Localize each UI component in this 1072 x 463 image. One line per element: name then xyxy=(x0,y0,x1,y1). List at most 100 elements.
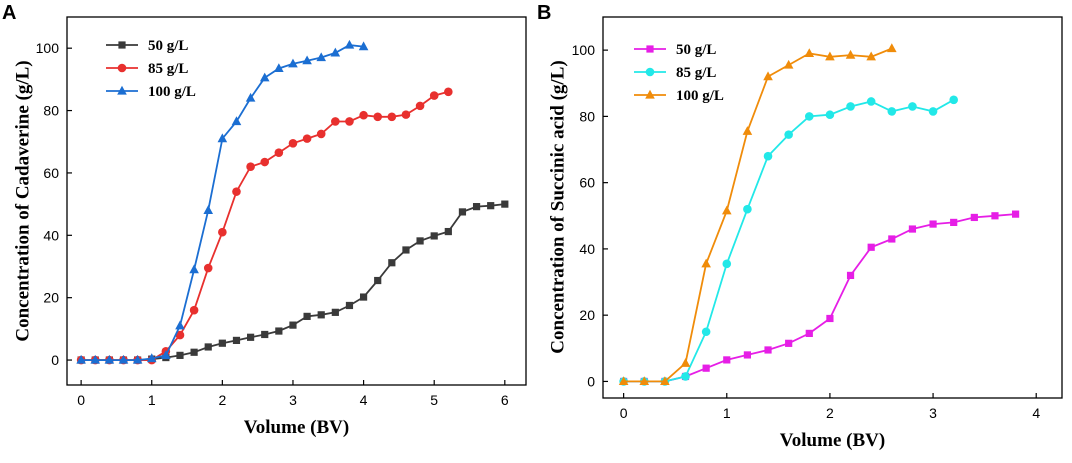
data-point xyxy=(373,112,383,122)
data-point xyxy=(231,116,242,126)
x-axis-title-b: Volume (BV) xyxy=(780,430,885,451)
data-point xyxy=(908,102,917,111)
panel-letter-b: B xyxy=(537,2,551,24)
data-point xyxy=(721,205,732,215)
y-tick-label-b: 60 xyxy=(579,175,595,191)
data-point xyxy=(743,351,752,359)
data-point xyxy=(204,343,212,351)
data-point xyxy=(430,232,438,240)
data-point xyxy=(146,353,157,363)
data-point xyxy=(929,220,937,228)
y-tick-label-b: 40 xyxy=(579,241,595,257)
legend-label: 85 g/L xyxy=(148,61,188,77)
x-tick-label-a: 0 xyxy=(77,392,85,408)
y-tick-label-a: 60 xyxy=(43,165,59,181)
data-point xyxy=(845,49,856,59)
data-point xyxy=(90,354,101,364)
data-point xyxy=(387,112,397,122)
x-tick-label-b: 2 xyxy=(826,405,834,421)
legend-marker xyxy=(118,41,126,49)
y-tick-label-a: 80 xyxy=(43,103,59,119)
legend-label: 100 g/L xyxy=(676,88,724,104)
plot-frame-a xyxy=(66,16,527,386)
data-point xyxy=(261,330,269,339)
data-point xyxy=(316,52,327,62)
data-point xyxy=(416,237,424,245)
series-line xyxy=(623,99,955,383)
data-point xyxy=(374,276,382,285)
series-a-3 xyxy=(76,39,369,364)
legend-marker xyxy=(117,63,127,73)
data-point xyxy=(501,200,509,208)
x-tick-label-a: 4 xyxy=(360,392,368,408)
x-tick-label-a: 6 xyxy=(501,392,509,408)
data-point xyxy=(783,59,794,69)
panel-letter-a: A xyxy=(2,2,16,24)
data-point xyxy=(245,92,256,102)
x-tick-label-a: 3 xyxy=(289,392,297,408)
data-point xyxy=(1011,210,1020,218)
data-point xyxy=(317,311,325,319)
data-point xyxy=(175,320,185,330)
data-point xyxy=(742,126,753,135)
x-tick-label-b: 1 xyxy=(723,405,731,421)
data-point xyxy=(458,208,467,216)
data-point xyxy=(763,151,773,161)
data-point xyxy=(866,97,876,106)
data-point xyxy=(203,263,213,273)
data-point xyxy=(316,129,326,139)
legend-entry-a-1: 50 g/L xyxy=(106,38,188,54)
y-tick-label-b: 80 xyxy=(579,108,595,124)
series-a-1 xyxy=(77,200,509,364)
data-point xyxy=(887,107,897,116)
data-point xyxy=(805,329,813,337)
legend-entry-a-2: 85 g/L xyxy=(106,61,188,77)
data-point xyxy=(887,43,897,53)
data-point xyxy=(701,258,711,268)
y-tick-label-b: 100 xyxy=(572,42,596,58)
data-point xyxy=(846,102,855,111)
plot-frame-b xyxy=(602,16,1063,399)
x-tick-label-b: 4 xyxy=(1032,405,1040,421)
data-point xyxy=(76,354,86,364)
data-point xyxy=(288,139,298,148)
data-point xyxy=(288,58,298,68)
data-point xyxy=(118,354,129,364)
data-point xyxy=(472,203,481,211)
data-point xyxy=(218,227,227,237)
series-line xyxy=(81,203,505,362)
series-line xyxy=(81,90,449,362)
data-point xyxy=(388,259,396,267)
data-point xyxy=(444,227,452,236)
data-point xyxy=(825,51,835,61)
y-tick-label-a: 0 xyxy=(51,352,59,368)
data-point xyxy=(218,339,226,347)
data-point xyxy=(345,301,354,310)
data-point xyxy=(275,327,283,335)
legend-marker xyxy=(646,45,654,53)
data-point xyxy=(189,305,199,315)
data-point xyxy=(358,41,369,51)
data-point xyxy=(401,110,411,119)
legend-entry-a-3: 100 g/L xyxy=(106,84,196,100)
data-point xyxy=(104,354,115,364)
data-point xyxy=(260,157,270,167)
data-point xyxy=(867,243,875,251)
data-point xyxy=(176,351,184,359)
data-point xyxy=(345,117,354,126)
data-point xyxy=(161,350,171,359)
data-point xyxy=(189,264,199,274)
data-point xyxy=(331,117,340,126)
data-point xyxy=(289,321,297,329)
data-point xyxy=(804,112,814,121)
data-point xyxy=(429,91,439,100)
data-point xyxy=(950,218,958,227)
data-point xyxy=(681,372,690,381)
series-b-3 xyxy=(618,43,897,386)
data-point xyxy=(991,212,999,220)
y-axis-title-a: Concentration of Cadaverine (g/L) xyxy=(13,60,34,341)
legend-label: 50 g/L xyxy=(148,38,188,54)
data-point xyxy=(302,134,312,143)
data-point xyxy=(274,148,284,157)
